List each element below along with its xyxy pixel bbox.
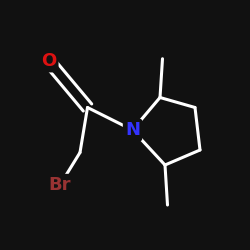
Text: N: N: [125, 121, 140, 139]
Text: Br: Br: [49, 176, 71, 194]
Text: O: O: [41, 52, 56, 70]
